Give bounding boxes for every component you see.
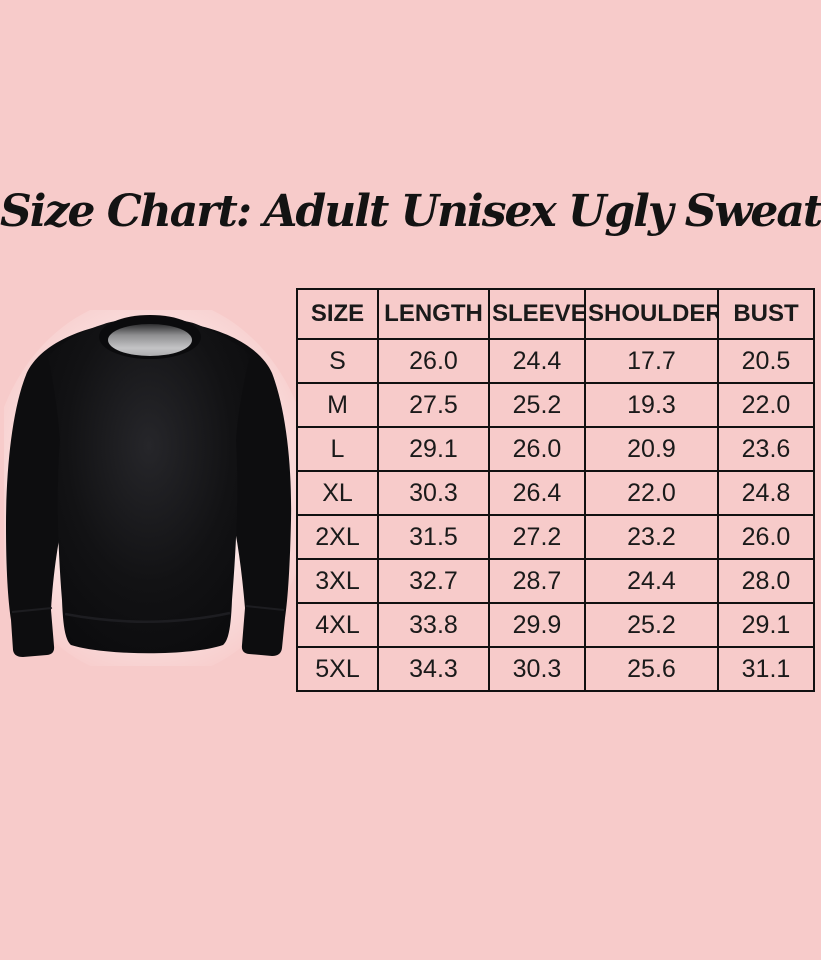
- size-chart-table: SIZE LENGTH SLEEVE SHOULDER BUST S 26.0 …: [296, 288, 815, 692]
- shoulder-cell: 25.2: [584, 602, 719, 648]
- bust-cell: 24.8: [717, 470, 815, 516]
- shoulder-cell: 24.4: [584, 558, 719, 604]
- sleeve-cell: 30.3: [488, 646, 586, 692]
- table-row-m: M 27.5 25.2 19.3 22.0: [296, 382, 815, 428]
- column-header-size: SIZE: [296, 288, 379, 340]
- table-header-row: SIZE LENGTH SLEEVE SHOULDER BUST: [296, 288, 815, 340]
- table-row-2xl: 2XL 31.5 27.2 23.2 26.0: [296, 514, 815, 560]
- shoulder-cell: 20.9: [584, 426, 719, 472]
- sleeve-cell: 27.2: [488, 514, 586, 560]
- size-chart-table-container: SIZE LENGTH SLEEVE SHOULDER BUST S 26.0 …: [296, 288, 815, 692]
- length-cell: 27.5: [377, 382, 490, 428]
- length-cell: 29.1: [377, 426, 490, 472]
- sleeve-cell: 24.4: [488, 338, 586, 384]
- length-cell: 31.5: [377, 514, 490, 560]
- shoulder-cell: 22.0: [584, 470, 719, 516]
- column-header-bust: BUST: [717, 288, 815, 340]
- shoulder-cell: 25.6: [584, 646, 719, 692]
- size-cell: XL: [296, 470, 379, 516]
- size-cell: 2XL: [296, 514, 379, 560]
- sleeve-cell: 28.7: [488, 558, 586, 604]
- column-header-length: LENGTH: [377, 288, 490, 340]
- sweater-body: [48, 318, 250, 654]
- shoulder-cell: 17.7: [584, 338, 719, 384]
- column-header-sleeve: SLEEVE: [488, 288, 586, 340]
- bust-cell: 29.1: [717, 602, 815, 648]
- size-cell: M: [296, 382, 379, 428]
- shoulder-cell: 23.2: [584, 514, 719, 560]
- length-cell: 32.7: [377, 558, 490, 604]
- size-cell: S: [296, 338, 379, 384]
- shoulder-cell: 19.3: [584, 382, 719, 428]
- table-row-xl: XL 30.3 26.4 22.0 24.8: [296, 470, 815, 516]
- sleeve-cell: 26.0: [488, 426, 586, 472]
- length-cell: 30.3: [377, 470, 490, 516]
- sleeve-cell: 29.9: [488, 602, 586, 648]
- table-row-4xl: 4XL 33.8 29.9 25.2 29.1: [296, 602, 815, 648]
- sweater-collar-inner: [108, 324, 192, 356]
- bust-cell: 23.6: [717, 426, 815, 472]
- page-title: Size Chart: Adult Unisex Ugly Sweater: [0, 186, 821, 237]
- size-cell: 3XL: [296, 558, 379, 604]
- length-cell: 34.3: [377, 646, 490, 692]
- table-row-l: L 29.1 26.0 20.9 23.6: [296, 426, 815, 472]
- bust-cell: 28.0: [717, 558, 815, 604]
- length-cell: 26.0: [377, 338, 490, 384]
- column-header-shoulder: SHOULDER: [584, 288, 719, 340]
- product-photo-sweater: [0, 296, 313, 680]
- bust-cell: 20.5: [717, 338, 815, 384]
- bust-cell: 22.0: [717, 382, 815, 428]
- length-cell: 33.8: [377, 602, 490, 648]
- table-row-3xl: 3XL 32.7 28.7 24.4 28.0: [296, 558, 815, 604]
- table-row-5xl: 5XL 34.3 30.3 25.6 31.1: [296, 646, 815, 692]
- size-cell: 5XL: [296, 646, 379, 692]
- sleeve-cell: 26.4: [488, 470, 586, 516]
- size-cell: L: [296, 426, 379, 472]
- sleeve-cell: 25.2: [488, 382, 586, 428]
- bust-cell: 31.1: [717, 646, 815, 692]
- table-row-s: S 26.0 24.4 17.7 20.5: [296, 338, 815, 384]
- size-cell: 4XL: [296, 602, 379, 648]
- bust-cell: 26.0: [717, 514, 815, 560]
- sweater-image: [0, 296, 313, 680]
